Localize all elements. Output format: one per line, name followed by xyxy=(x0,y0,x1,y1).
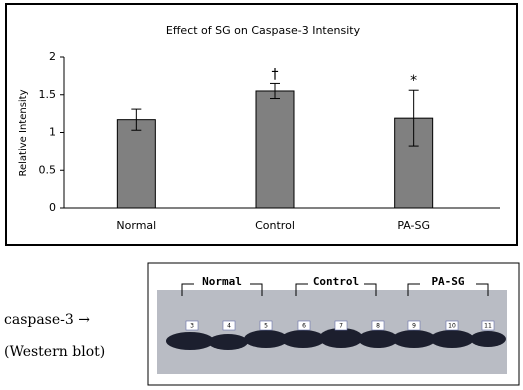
figure: Effect of SG on Caspase-3 Intensity Rela… xyxy=(0,0,523,390)
blot-group-label: Normal xyxy=(202,275,242,288)
page: Effect of SG on Caspase-3 Intensity Rela… xyxy=(0,0,523,390)
y-tick-label: 0 xyxy=(49,201,56,214)
y-tick-label: 1 xyxy=(49,126,56,139)
y-axis-label: Relative Intensity xyxy=(18,89,29,176)
y-tick-label: 1.5 xyxy=(39,88,57,101)
y-tick-label: 0.5 xyxy=(39,163,57,176)
bar xyxy=(117,120,155,208)
y-tick-label: 2 xyxy=(49,50,56,63)
lane-number: 4 xyxy=(227,323,231,330)
lane-number: 10 xyxy=(448,323,456,330)
lane-number: 9 xyxy=(412,323,416,330)
lane-number: 3 xyxy=(190,323,194,330)
bar xyxy=(256,91,294,208)
blot-sublabel: (Western blot) xyxy=(4,344,105,360)
blot-group-label: Control xyxy=(313,275,359,288)
lane-number: 6 xyxy=(302,323,306,330)
lane-number: 8 xyxy=(376,323,380,330)
band xyxy=(430,330,474,348)
band xyxy=(470,331,506,347)
lane-number: 7 xyxy=(339,323,343,330)
blot-label: caspase-3 → xyxy=(4,312,90,328)
x-tick-label: PA-SG xyxy=(397,219,430,232)
band xyxy=(319,328,363,348)
lane-number: 11 xyxy=(484,323,492,330)
band xyxy=(166,332,214,350)
x-tick-label: Control xyxy=(255,219,295,232)
band xyxy=(392,330,436,348)
annotation: * xyxy=(410,73,417,89)
band xyxy=(208,334,248,350)
chart-title: Effect of SG on Caspase-3 Intensity xyxy=(166,24,361,37)
lane-number: 5 xyxy=(264,323,268,330)
x-tick-label: Normal xyxy=(116,219,156,232)
blot-group-label: PA-SG xyxy=(431,275,464,288)
band xyxy=(281,330,325,348)
annotation: † xyxy=(272,66,279,82)
